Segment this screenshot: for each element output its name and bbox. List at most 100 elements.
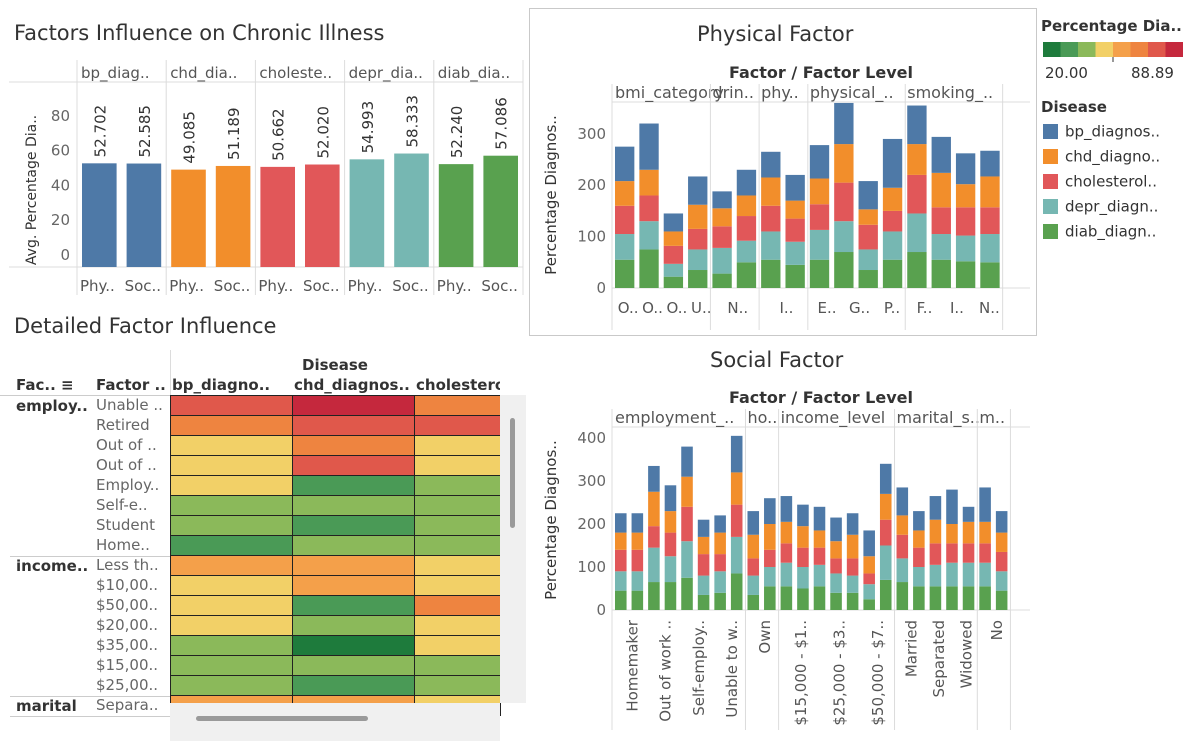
x-tick-label: Phy..: [348, 277, 383, 295]
x-tick-label: I..: [950, 299, 964, 317]
heatmap-cell[interactable]: [414, 455, 501, 476]
y-tick-label: 200: [577, 176, 606, 194]
x-tick-label: Phy..: [80, 277, 115, 295]
heatmap-cell[interactable]: [414, 595, 501, 616]
bar-segment: [697, 519, 710, 537]
y-tick-label: 0: [596, 601, 606, 619]
heatmap-cell[interactable]: [170, 535, 293, 556]
group-header-label: ho..: [747, 408, 777, 427]
heatmap-cell[interactable]: [414, 515, 501, 536]
heatmap-cell[interactable]: [170, 495, 293, 516]
bar-segment: [764, 586, 776, 610]
heatmap-cell[interactable]: [292, 495, 415, 516]
column-header[interactable]: bp_diagno..: [172, 376, 271, 394]
horizontal-scroll-thumb[interactable]: [196, 716, 368, 721]
legend-item-cholesterol[interactable]: cholesterol..: [1043, 172, 1157, 192]
heatmap-cell[interactable]: [170, 555, 293, 576]
heatmap-cell[interactable]: [414, 395, 501, 416]
heatmap-cell[interactable]: [414, 435, 501, 456]
bar-segment: [730, 472, 743, 505]
x-tick-label: Married: [902, 620, 920, 677]
heatmap-cell[interactable]: [414, 675, 501, 696]
heatmap-cell[interactable]: [292, 515, 415, 536]
heatmap-cell[interactable]: [292, 595, 415, 616]
heatmap-cell[interactable]: [292, 415, 415, 436]
heatmap-cell[interactable]: [170, 655, 293, 676]
vertical-scroll-thumb[interactable]: [510, 418, 515, 528]
bar-segment: [882, 187, 903, 211]
heatmap-cell[interactable]: [414, 555, 501, 576]
bar-segment: [648, 491, 660, 527]
heatmap-cell[interactable]: [170, 515, 293, 536]
legend-label: diab_diagn..: [1065, 222, 1157, 241]
heatmap-cell[interactable]: [414, 415, 501, 436]
heatmap-cell[interactable]: [170, 415, 293, 436]
heatmap-cell[interactable]: [170, 435, 293, 456]
disease-legend[interactable]: bp_diagnos.. chd_diagno.. cholesterol.. …: [1043, 122, 1189, 247]
row-level-label: Home..: [96, 536, 150, 554]
heatmap-cell[interactable]: [414, 575, 501, 596]
heatmap-cell[interactable]: [170, 575, 293, 596]
bar-segment: [813, 530, 826, 548]
heatmap-cell[interactable]: [292, 475, 415, 496]
heatmap-cell[interactable]: [170, 675, 293, 696]
row-header-factor[interactable]: Fac.. ≡: [16, 376, 74, 394]
heatmap-cell[interactable]: [292, 395, 415, 416]
y-tick-label: 300: [577, 472, 606, 490]
heatmap-cell[interactable]: [414, 495, 501, 516]
heatmap-cell[interactable]: [292, 655, 415, 676]
heatmap-cell[interactable]: [292, 435, 415, 456]
heatmap-cell[interactable]: [414, 535, 501, 556]
bar-segment: [830, 573, 842, 593]
color-legend-title: Percentage Dia..: [1041, 17, 1182, 35]
bar-segment: [962, 586, 975, 610]
heatmap-cell[interactable]: [292, 635, 415, 656]
physical-factor-panel[interactable]: [529, 8, 1037, 336]
heatmap-cell[interactable]: [292, 575, 415, 596]
bar-segment: [764, 524, 776, 550]
heatmap-cell[interactable]: [170, 635, 293, 656]
heatmap-cell[interactable]: [292, 675, 415, 696]
heatmap-cell[interactable]: [414, 475, 501, 496]
column-header[interactable]: chd_diagnos..: [294, 376, 410, 394]
heatmap-panel[interactable]: Disease Fac.. ≡ Factor .. bp_diagno.. chd_di…: [0, 350, 528, 741]
legend-swatch: [1043, 149, 1058, 164]
heatmap-cell[interactable]: [170, 455, 293, 476]
heatmap-cell[interactable]: [414, 615, 501, 636]
column-header[interactable]: cholestero: [416, 376, 500, 394]
legend-item-chd[interactable]: chd_diagno..: [1043, 147, 1160, 167]
bar-segment: [714, 515, 726, 533]
x-tick-label: Own: [756, 620, 774, 654]
bar-segment: [688, 270, 708, 288]
bar-segment: [879, 493, 892, 520]
heatmap-cell[interactable]: [170, 475, 293, 496]
heatmap-cell[interactable]: [292, 615, 415, 636]
bar-segment: [896, 534, 909, 559]
bar-segment: [714, 554, 726, 572]
row-header-level[interactable]: Factor ..: [96, 376, 166, 394]
bar-segment: [764, 498, 776, 524]
heatmap-cell[interactable]: [414, 635, 501, 656]
heatmap-cell[interactable]: [292, 555, 415, 576]
heatmap-cell[interactable]: [292, 535, 415, 556]
bar-segment: [809, 229, 830, 260]
heatmap-cell[interactable]: [170, 615, 293, 636]
heatmap-cell[interactable]: [292, 455, 415, 476]
heatmap-cell[interactable]: [170, 595, 293, 616]
horizontal-scrollbar[interactable]: [170, 703, 500, 741]
bar-segment: [980, 262, 1000, 288]
bar-segment: [780, 496, 793, 522]
heatmap-cell[interactable]: [414, 655, 501, 676]
bar-segment: [896, 582, 909, 610]
y-tick-label: 0: [596, 279, 606, 297]
heatmap-cell[interactable]: [170, 395, 293, 416]
x-tick-label: Out of work ..: [657, 620, 675, 722]
y-tick-label: 80: [51, 107, 70, 125]
legend-item-depr[interactable]: depr_diagn..: [1043, 197, 1158, 217]
x-tick-label: $50,000 - $7..: [869, 620, 887, 726]
bar-segment: [712, 191, 732, 209]
legend-item-diab[interactable]: diab_diagn..: [1043, 222, 1156, 242]
color-legend-ramp[interactable]: [1041, 40, 1183, 64]
legend-item-bp[interactable]: bp_diagnos..: [1043, 122, 1160, 142]
bar-segment: [929, 586, 942, 610]
